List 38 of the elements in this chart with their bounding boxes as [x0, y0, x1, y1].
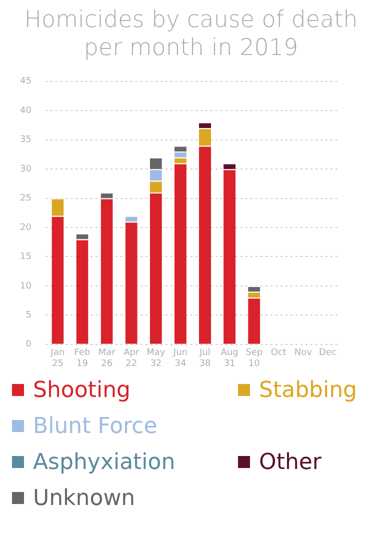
x-tick-label: Jul [198, 348, 210, 358]
y-tick-label: 45 [20, 76, 32, 87]
x-tick-label: Mar [98, 348, 116, 358]
x-tick-label: Jun [172, 348, 188, 358]
y-tick-label: 15 [20, 252, 32, 262]
legend-label: Blunt Force [33, 414, 158, 438]
x-tick-label: Nov [294, 348, 313, 358]
total-label: 22 [126, 358, 138, 369]
total-label: 25 [52, 358, 64, 369]
y-tick-label: 0 [26, 340, 32, 350]
y-tick-label: 20 [20, 222, 32, 233]
x-tick-label: Jan [50, 348, 65, 358]
legend-label: Other [259, 450, 322, 474]
y-tick-label: 25 [20, 194, 32, 204]
y-tick-label: 35 [20, 135, 32, 146]
x-tick-label: Aug [220, 348, 238, 358]
total-label: 31 [224, 358, 236, 369]
legend-label: Shooting [33, 378, 130, 402]
x-tick-label: Oct [270, 348, 287, 358]
x-tick-label: Dec [319, 348, 336, 358]
total-label: 38 [199, 358, 211, 369]
x-tick-label: Feb [74, 348, 91, 358]
y-tick-label: 40 [20, 106, 32, 116]
x-tick-label: Apr [124, 348, 140, 358]
y-tick-label: 5 [26, 310, 32, 321]
legend-label: Stabbing [259, 378, 358, 402]
legend-label: Asphyxiation [33, 450, 176, 474]
total-label: 34 [174, 358, 186, 369]
y-tick-label: 30 [20, 164, 32, 174]
total-label: 19 [76, 358, 88, 369]
legend-label: Unknown [33, 486, 136, 510]
chart-title: Homicides by cause of death per month in 2019 [23, 6, 359, 62]
total-label: 32 [150, 358, 162, 369]
y-tick-label: 10 [20, 281, 32, 292]
total-label: 10 [248, 358, 260, 369]
x-tick-label: May [146, 348, 166, 358]
x-tick-label: Sep [246, 348, 263, 358]
total-label: 26 [101, 358, 113, 369]
